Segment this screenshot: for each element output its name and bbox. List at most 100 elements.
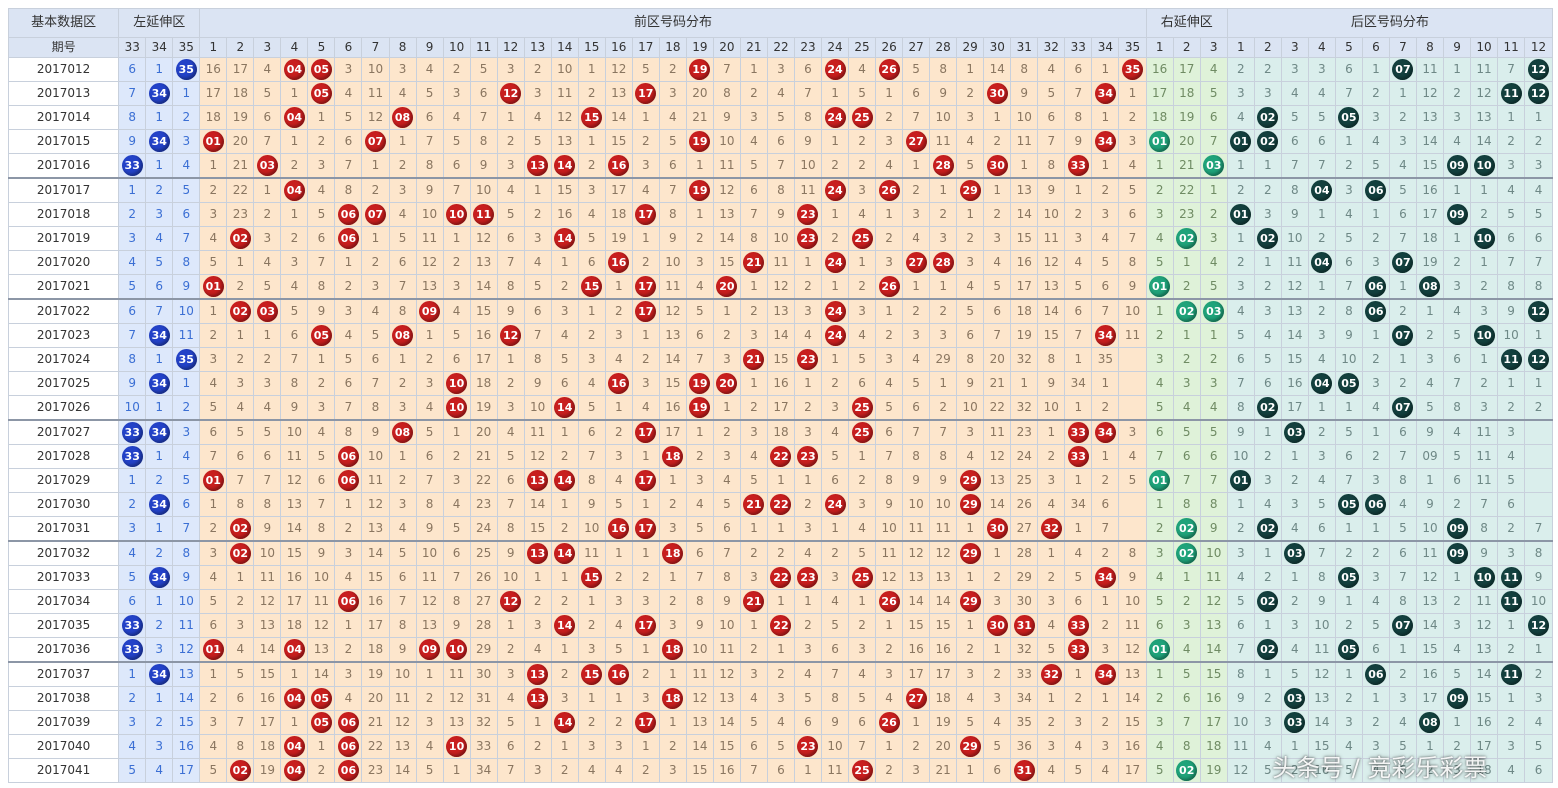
miss-count-cell: 2 — [739, 81, 768, 106]
miss-count-cell: 11 — [1307, 637, 1336, 663]
miss-count-cell: 17 — [1145, 81, 1174, 106]
miss-count-cell: 5 — [1415, 395, 1445, 421]
miss-count-cell: 5 — [415, 419, 444, 445]
drawn-number-cell: 07 — [1388, 323, 1417, 348]
drawn-number-cell: 14 — [550, 710, 579, 735]
drawn-number-cell: 05 — [1334, 492, 1363, 517]
miss-count-cell: 7 — [685, 347, 714, 372]
miss-count-cell: 9 — [712, 105, 741, 130]
miss-count-cell: 11 — [1118, 613, 1147, 638]
miss-count-cell: 3 — [118, 516, 147, 542]
miss-count-cell: 11 — [415, 565, 444, 590]
number-ball-icon: 09 — [1446, 688, 1468, 709]
miss-count-cell: 3 — [1497, 419, 1526, 445]
miss-count-cell: 7 — [118, 81, 147, 106]
miss-count-cell: 4 — [334, 81, 363, 106]
miss-count-cell: 1 — [739, 516, 768, 542]
drawn-number-cell: 23 — [793, 347, 823, 372]
miss-count-cell: 9 — [118, 371, 147, 396]
miss-count-cell: 4 — [1226, 298, 1255, 324]
drawn-number-cell: 05 — [307, 686, 336, 711]
miss-count-cell: 3 — [1361, 468, 1390, 493]
drawn-number-cell: 14 — [550, 468, 579, 493]
number-ball-icon: 34 — [148, 664, 170, 685]
miss-count-cell: 10 — [1415, 516, 1445, 542]
miss-count-cell: 3 — [334, 57, 363, 82]
drawn-number-cell: 02 — [226, 226, 255, 251]
drawn-number-cell: 25 — [848, 758, 877, 783]
miss-count-cell: 1 — [1361, 202, 1390, 227]
miss-count-cell: 3 — [820, 565, 850, 590]
miss-count-cell: 7 — [253, 468, 282, 493]
drawn-number-cell: 24 — [820, 105, 850, 130]
miss-count-cell: 3 — [1118, 419, 1147, 445]
miss-count-cell — [1524, 444, 1553, 469]
miss-count-cell: 6 — [793, 710, 823, 735]
miss-count-cell: 4 — [523, 105, 552, 130]
miss-count-cell: 5 — [1334, 419, 1363, 445]
miss-count-cell: 1 — [118, 468, 147, 493]
number-ball-icon: 13 — [527, 688, 549, 709]
miss-count-cell: 6 — [848, 371, 877, 396]
miss-count-cell: 2 — [956, 81, 985, 106]
miss-count-cell: 1 — [1253, 419, 1282, 445]
miss-count-cell: 6 — [848, 710, 877, 735]
number-ball-icon: 05 — [1338, 107, 1360, 128]
miss-count-cell: 13 — [712, 202, 741, 227]
drawn-number-cell: 34 — [1091, 419, 1120, 445]
miss-count-cell: 2 — [1497, 516, 1526, 542]
miss-count-cell: 3 — [766, 57, 795, 82]
miss-count-cell: 1 — [1037, 686, 1066, 711]
miss-count-cell: 2 — [199, 516, 228, 542]
miss-count-cell: 2 — [1361, 540, 1390, 566]
miss-count-cell: 10 — [1334, 347, 1363, 372]
drawn-number-cell: 33 — [1064, 637, 1093, 663]
miss-count-cell: 17 — [1172, 57, 1201, 82]
miss-count-cell: 4 — [956, 686, 985, 711]
miss-count-cell: 7 — [1199, 129, 1228, 154]
drawn-number-cell: 34 — [1091, 81, 1120, 106]
number-ball-icon: 11 — [473, 204, 495, 225]
miss-count-cell: 34 — [1064, 371, 1093, 396]
drawn-number-cell: 21 — [739, 250, 768, 275]
miss-count-cell: 4 — [956, 444, 985, 469]
miss-count-cell: 9 — [1415, 419, 1445, 445]
miss-count-cell: 6 — [1442, 468, 1472, 493]
col-header-front-21: 21 — [739, 37, 768, 58]
miss-count-cell: 20 — [929, 734, 958, 759]
miss-count-cell: 2 — [307, 371, 336, 396]
miss-count-cell: 2 — [1415, 323, 1445, 348]
miss-count-cell: 1 — [1172, 323, 1201, 348]
drawn-number-cell: 22 — [766, 444, 795, 469]
miss-count-cell: 8 — [1118, 250, 1147, 275]
miss-count-cell: 5 — [1280, 661, 1309, 687]
miss-count-cell: 1 — [199, 153, 228, 179]
miss-count-cell: 6 — [118, 589, 147, 614]
miss-count-cell: 4 — [577, 371, 606, 396]
miss-count-cell: 5 — [442, 323, 471, 348]
drawn-number-cell: 08 — [388, 323, 417, 348]
miss-count-cell: 6 — [1497, 226, 1526, 251]
miss-count-cell: 14 — [685, 734, 714, 759]
miss-count-cell: 3 — [1524, 153, 1553, 179]
miss-count-cell: 32 — [1010, 347, 1039, 372]
table-row: 2017019 3 4 7 4 02 3 2 6 06 1 5 11 1 12 6 3 14 5 19 1 9 2 14 8 10… — [7, 226, 1553, 251]
col-header-front-22: 22 — [766, 37, 795, 58]
miss-count-cell: 14 — [1470, 661, 1499, 687]
miss-count-cell: 1 — [875, 613, 904, 638]
miss-count-cell: 4 — [956, 129, 985, 154]
drawn-number-cell: 06 — [334, 468, 363, 493]
miss-count-cell: 6 — [1361, 637, 1390, 663]
miss-count-cell: 4 — [604, 613, 633, 638]
number-ball-icon: 02 — [1257, 107, 1279, 128]
miss-count-cell: 4 — [793, 323, 823, 348]
miss-count-cell: 5 — [1199, 274, 1228, 300]
drawn-number-cell: 29 — [956, 734, 985, 759]
miss-count-cell: 7 — [442, 565, 471, 590]
miss-count-cell: 12 — [712, 661, 741, 687]
miss-count-cell: 4 — [739, 444, 768, 469]
miss-count-cell: 10 — [1037, 202, 1066, 227]
miss-count-cell: 1 — [577, 129, 606, 154]
miss-count-cell: 3 — [875, 129, 904, 154]
number-ball-icon: 04 — [283, 59, 305, 80]
